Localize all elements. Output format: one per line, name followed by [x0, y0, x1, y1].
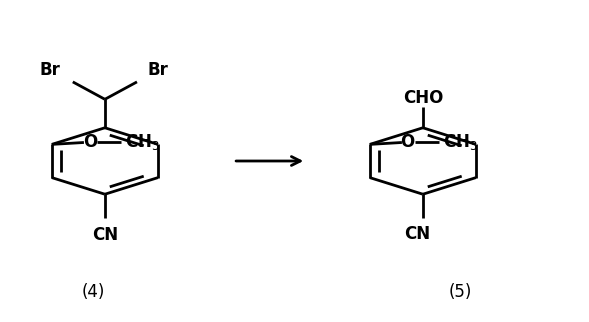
Text: (5): (5) — [449, 283, 472, 301]
Text: (4): (4) — [81, 283, 105, 301]
Text: CH$_3$: CH$_3$ — [125, 132, 160, 153]
Text: Br: Br — [39, 61, 60, 79]
Text: CHO: CHO — [403, 89, 443, 107]
Text: CN: CN — [92, 226, 118, 244]
Text: O: O — [82, 134, 97, 151]
Text: O: O — [401, 134, 415, 151]
Text: CH$_3$: CH$_3$ — [443, 132, 478, 153]
Text: CN: CN — [404, 225, 430, 243]
Text: Br: Br — [147, 61, 168, 79]
